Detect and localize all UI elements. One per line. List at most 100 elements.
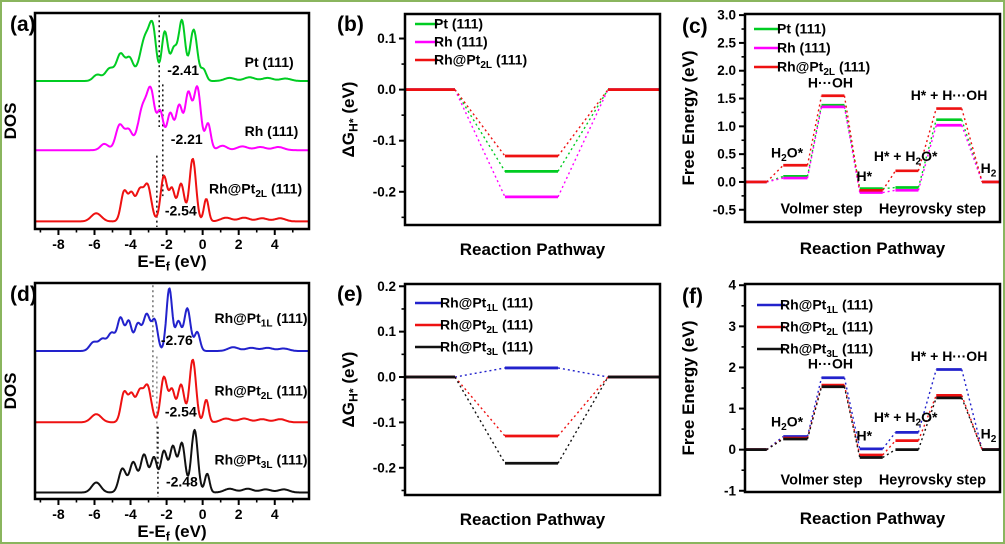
connector-dashed [766, 175, 784, 183]
y-tick-label: 0.1 [377, 324, 396, 339]
dos-series-0: -2.41 Pt (111) [34, 15, 310, 128]
stage-label: H* + H···OH [911, 348, 988, 364]
legend-label: Rh@Pt3L (111) [780, 341, 873, 361]
stage-label: H* + H2O* [874, 409, 938, 429]
gibbs-series-1 [405, 375, 660, 438]
panel-tag-f: (f) [682, 285, 703, 308]
legend-label: Rh (111) [777, 40, 831, 56]
panel-b-gibbs: (b) Reaction Pathway ΔGH* (eV) Pt (111) Rh … [335, 2, 669, 272]
legend-label: Rh@Pt2L (111) [777, 59, 870, 79]
y-axis: 4 3 2 1 0 -1 [724, 278, 745, 498]
legend-label: Rh@Pt1L (111) [780, 297, 873, 317]
fe-series-0 [745, 103, 1000, 190]
y-tick-label: 0.5 [717, 147, 736, 162]
connector-dashed [882, 449, 896, 459]
panel-e-gibbs: (e) Reaction Pathway ΔGH* (eV) Rh@Pt1L (11… [335, 272, 669, 542]
dband-annotation: -2.76 [161, 332, 193, 348]
legend-label: Rh@Pt2L (111) [440, 317, 533, 337]
stage-label: H2O* [771, 144, 804, 164]
dos-series-label: Rh@Pt1L (111) [214, 310, 307, 330]
gibbs-series-2 [405, 88, 660, 158]
y-tick-label: 0.0 [377, 370, 396, 385]
x-axis-label: E-Ef (eV) [137, 522, 206, 542]
panel-c-free-energy: (c) Reaction Pathway Free Energy (eV) H2O*… [669, 2, 1003, 272]
x-tick-label: -4 [124, 506, 137, 522]
connector-dashed [454, 376, 506, 437]
chart-c-free-energy: Reaction Pathway Free Energy (eV) H2O* H···… [679, 8, 1002, 258]
y-axis-label: DOS [2, 373, 20, 410]
x-axis-label: Reaction Pathway [460, 510, 606, 529]
connector-dashed [806, 95, 823, 166]
y-tick-label: -0.2 [373, 460, 396, 475]
legend-label: Rh@Pt3L (111) [440, 339, 533, 359]
stage-label: H2 [981, 160, 997, 180]
gibbs-plot: Reaction Pathway ΔGH* (eV) Pt (111) Rh (111… [339, 16, 660, 259]
x-tick-label: 0 [199, 236, 207, 252]
y-tick-label: -0.5 [713, 202, 737, 217]
y-tick-label: 1.5 [717, 91, 736, 106]
chart-d-dos: -8 -6 -4 -2 0 2 4 E-Ef (eV) DOS -2.76 Rh@Pt1L (111… [2, 281, 311, 542]
fe-series-2 [745, 385, 1000, 459]
connector-dashed [454, 367, 506, 378]
connector-dashed [882, 170, 897, 191]
y-tick-label: 1 [728, 401, 736, 416]
gibbs-series-1 [405, 88, 660, 199]
plot-box [33, 281, 311, 501]
dos-series-2: -2.48 Rh@Pt3L (111) [34, 426, 310, 497]
y-axis-label: DOS [2, 103, 20, 140]
x-tick-label: -2 [160, 236, 173, 252]
y-axis-label: ΔGH* (eV) [339, 82, 361, 158]
connector-dashed [557, 376, 609, 464]
dband-annotation: -2.48 [166, 474, 198, 490]
connector-dashed [454, 89, 506, 172]
connector-dashed [961, 108, 983, 183]
x-tick-label: 4 [271, 506, 279, 522]
legend: Pt (111) Rh (111) Rh@Pt2L (111) [415, 16, 527, 71]
step-label: Volmer step [781, 473, 863, 489]
y-axis-label: ΔGH* (eV) [339, 352, 361, 428]
legend-label: Rh@Pt1L (111) [440, 295, 533, 315]
connector-dashed [843, 377, 861, 449]
connector-dashed [917, 125, 937, 191]
connector-dashed [917, 395, 937, 441]
x-tick-label: -4 [124, 236, 137, 252]
connector-dashed [557, 89, 609, 172]
panel-tag-b: (b) [337, 13, 364, 36]
x-axis-label: Reaction Pathway [800, 239, 946, 258]
x-tick-label: -2 [160, 506, 173, 522]
y-tick-label: 2.0 [717, 63, 736, 78]
panel-f-free-energy: (f) Reaction Pathway Free Energy (eV) H2O*… [669, 272, 1003, 542]
x-axis: -8 -6 -4 -2 0 2 4 [39, 499, 294, 522]
y-tick-label: -0.1 [373, 415, 397, 430]
x-tick-label: -8 [52, 506, 65, 522]
legend-label: Pt (111) [777, 21, 826, 37]
fe-series-2 [745, 94, 1000, 192]
x-tick-label: 2 [235, 236, 243, 252]
x-axis: -8 -6 -4 -2 0 2 4 [39, 229, 294, 252]
x-axis-label: E-Ef (eV) [137, 252, 206, 272]
x-tick-label: 0 [199, 506, 207, 522]
y-tick-label: 2 [728, 360, 736, 375]
connector-dashed [917, 119, 937, 188]
dos-curve [34, 157, 310, 223]
dos-series-label: Rh (111) [245, 123, 299, 139]
stage-label: H2O* [771, 414, 804, 434]
y-tick-label: 3 [728, 319, 736, 334]
x-tick-label: 2 [235, 506, 243, 522]
plot-box [403, 282, 662, 497]
chart-a-dos: -8 -6 -4 -2 0 2 4 E-Ef (eV) DOS -2.41 Pt (111) -2.2… [2, 11, 311, 272]
legend-label: Rh (111) [434, 34, 488, 50]
free-energy-plot: Reaction Pathway Free Energy (eV) H2O* H···… [679, 21, 1000, 258]
dos-plot: -8 -6 -4 -2 0 2 4 E-Ef (eV) DOS -2.41 Pt (111) -2.2… [2, 15, 310, 272]
dband-annotation: -2.41 [167, 62, 199, 78]
dos-series-1: -2.54 Rh@Pt2L (111) [34, 356, 310, 469]
legend: Rh@Pt1L (111)Rh@Pt2L (111)Rh@Pt3L (111) [415, 295, 533, 359]
y-axis-label: Free Energy (eV) [679, 320, 698, 455]
connector-dashed [961, 119, 983, 183]
dos-plot: -8 -6 -4 -2 0 2 4 E-Ef (eV) DOS -2.76 Rh@Pt1L (111… [2, 285, 310, 542]
dos-curve [34, 18, 310, 82]
x-tick-label: -6 [88, 506, 101, 522]
connector-dashed [766, 164, 784, 183]
dband-annotation: -2.21 [171, 131, 203, 147]
